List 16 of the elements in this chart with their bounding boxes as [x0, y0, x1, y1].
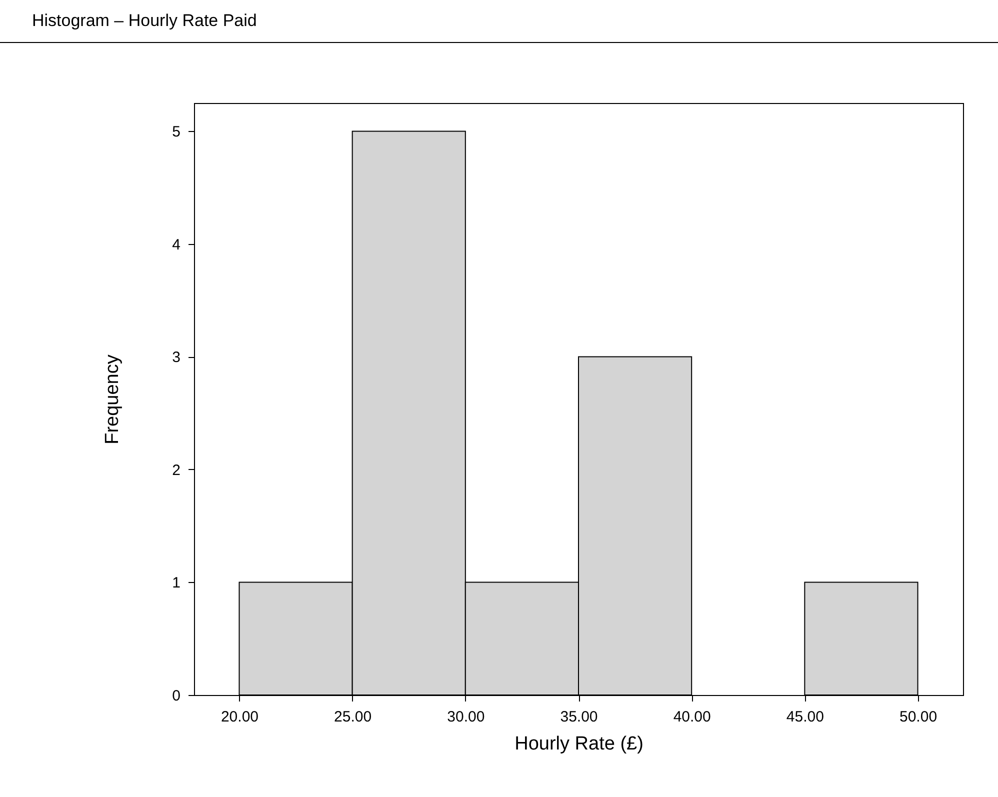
chart-title: Histogram – Hourly Rate Paid [32, 11, 257, 31]
y-tick-label: 2 [172, 462, 180, 479]
y-tick-label: 0 [172, 688, 180, 704]
x-tick-label: 35.00 [560, 708, 598, 726]
x-tick-label: 20.00 [220, 708, 259, 726]
x-tick-label: 45.00 [786, 708, 824, 726]
x-tick-label: 25.00 [334, 708, 372, 726]
x-tick-label: 30.00 [447, 708, 485, 726]
y-tick-label: 4 [172, 236, 180, 254]
x-tick-label: 40.00 [673, 708, 711, 726]
y-tick-label: 3 [172, 349, 180, 366]
x-axis-title: Hourly Rate (£) [514, 734, 644, 754]
y-tick-label: 5 [172, 124, 180, 141]
y-axis-title: Frequency [102, 354, 124, 444]
y-tick-label: 1 [172, 574, 180, 592]
x-tick-label: 50.00 [899, 708, 938, 726]
